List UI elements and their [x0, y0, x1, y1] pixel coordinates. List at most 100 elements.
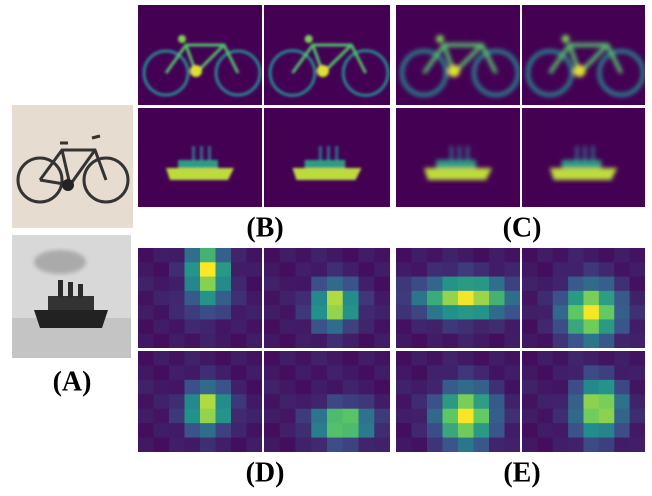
heat-cell — [584, 423, 600, 438]
heat-cell — [630, 319, 646, 334]
heat-cell — [396, 380, 412, 395]
heat-cell — [343, 248, 359, 263]
heat-cell — [343, 423, 359, 438]
heat-cell — [280, 262, 296, 277]
heat-cell — [599, 248, 615, 263]
heat-cell — [169, 277, 185, 292]
heat-cell — [247, 423, 263, 438]
funnel — [335, 146, 338, 160]
heat-cell — [427, 291, 443, 306]
deck — [562, 160, 602, 168]
heat-cell — [553, 380, 569, 395]
heat-cell — [630, 365, 646, 380]
heat-cell — [280, 409, 296, 424]
heat-cell — [264, 365, 280, 380]
heat-cell — [522, 394, 538, 409]
heat-cell — [359, 438, 375, 453]
funnel — [319, 146, 322, 160]
heat-cell — [343, 394, 359, 409]
heat-cell — [412, 380, 428, 395]
heat-cell — [296, 262, 312, 277]
heat-cell — [216, 319, 232, 334]
heat-cell — [553, 351, 569, 366]
heat-cell — [327, 291, 343, 306]
heat-cell — [359, 248, 375, 263]
heat-cell — [154, 262, 170, 277]
panel-label: (D) — [246, 457, 285, 488]
heat-cell — [247, 291, 263, 306]
funnel — [576, 146, 579, 160]
heat-cell — [247, 319, 263, 334]
heat-cell — [489, 319, 505, 334]
hull — [424, 168, 492, 180]
hotspot — [574, 65, 586, 77]
feature-map — [396, 5, 520, 105]
heat-cell — [374, 319, 390, 334]
heat-cell — [568, 334, 584, 349]
heat-cell — [200, 423, 216, 438]
heat-cell — [169, 438, 185, 453]
photo-bicycle — [12, 105, 133, 228]
heat-cell — [443, 262, 459, 277]
heat-cell — [412, 423, 428, 438]
feature-map-content — [138, 248, 263, 349]
heat-cell — [584, 394, 600, 409]
heat-cell — [522, 291, 538, 306]
heat-cell — [412, 305, 428, 320]
heat-cell — [200, 319, 216, 334]
deck — [305, 160, 346, 168]
heat-cell — [231, 380, 247, 395]
heat-cell — [537, 277, 553, 292]
funnel — [584, 146, 587, 160]
heat-cell — [614, 277, 630, 292]
heat-cell — [505, 248, 521, 263]
feature-map-content — [264, 108, 390, 207]
heat-cell — [374, 409, 390, 424]
heat-cell — [614, 423, 630, 438]
heat-cell — [154, 291, 170, 306]
feature-map — [522, 108, 645, 207]
funnel — [466, 146, 469, 160]
feature-map — [138, 248, 263, 349]
heat-cell — [154, 394, 170, 409]
heat-cell — [474, 319, 490, 334]
feature-map-content — [264, 351, 391, 453]
feature-map-content — [522, 248, 646, 349]
heat-cell — [568, 277, 584, 292]
heat-cell — [427, 334, 443, 349]
heat-cell — [138, 305, 154, 320]
heat-cell — [374, 380, 390, 395]
heat-cell — [584, 262, 600, 277]
heat-cell — [427, 248, 443, 263]
heat-cell — [231, 277, 247, 292]
feature-map-content — [138, 108, 262, 207]
heat-cell — [522, 438, 538, 453]
heat-cell — [169, 334, 185, 349]
heat-cell — [489, 277, 505, 292]
heat-cell — [311, 438, 327, 453]
heat-cell — [327, 351, 343, 366]
heat-cell — [185, 334, 201, 349]
heat-cell — [311, 380, 327, 395]
heat-cell — [311, 262, 327, 277]
heat-cell — [231, 438, 247, 453]
heat-cell — [599, 365, 615, 380]
funnel — [200, 146, 203, 160]
heat-cell — [599, 305, 615, 320]
heat-cell — [200, 248, 216, 263]
feature-map-content — [264, 248, 391, 349]
heat-cell — [584, 305, 600, 320]
feature-map-content — [138, 351, 263, 453]
heat-cell — [630, 409, 646, 424]
heat-cell — [311, 291, 327, 306]
heat-cell — [396, 423, 412, 438]
heat-cell — [412, 351, 428, 366]
heat-cell — [185, 394, 201, 409]
heat-cell — [138, 438, 154, 453]
heat-cell — [200, 438, 216, 453]
feature-map — [522, 248, 646, 349]
heat-cell — [231, 305, 247, 320]
heat-cell — [427, 305, 443, 320]
feature-map-content — [522, 5, 645, 105]
heat-cell — [296, 351, 312, 366]
